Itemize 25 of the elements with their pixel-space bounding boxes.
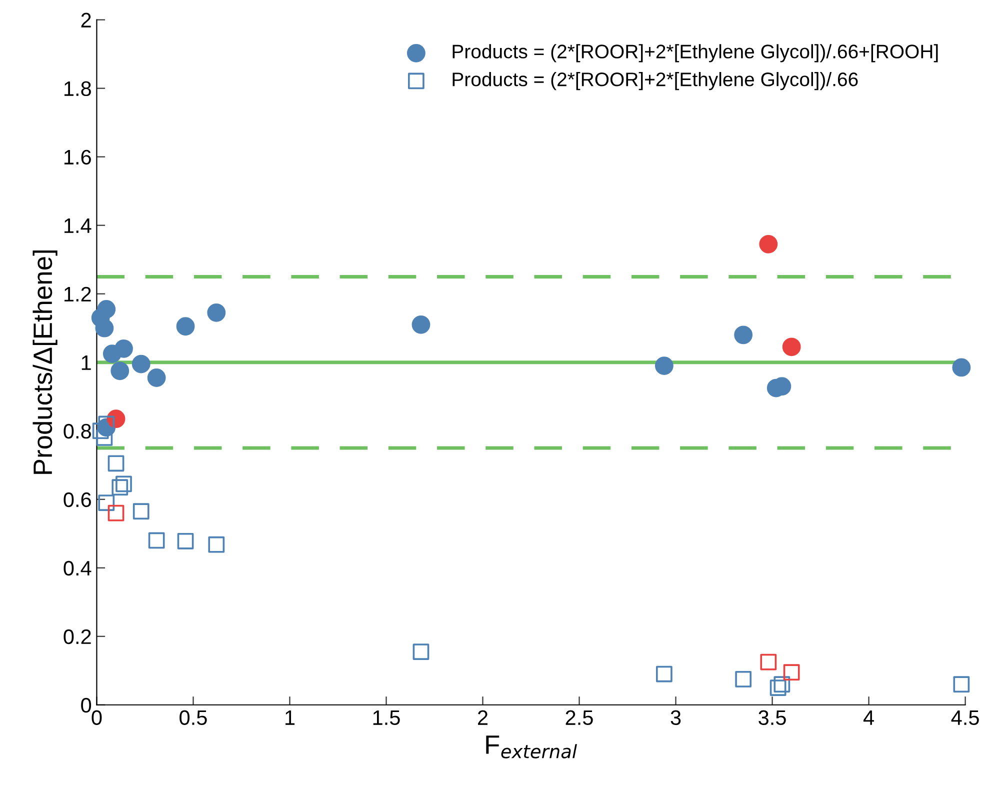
y-tick-label: 0.6 <box>64 492 91 508</box>
y-tick-label: 0 <box>81 698 92 713</box>
y-tick-label: 1.6 <box>64 150 91 165</box>
y-tick-label: 0.8 <box>64 424 91 439</box>
y-tick-label: 1.2 <box>64 286 91 302</box>
y-tick-label: 0.4 <box>64 560 92 576</box>
x-tick-label: 0.5 <box>180 710 207 726</box>
y-tick-label: 0.2 <box>64 629 91 644</box>
x-tick-label: 2 <box>478 710 488 725</box>
y-tick-label: 1.4 <box>64 218 92 233</box>
y-tick-label: 1.8 <box>64 81 91 96</box>
legend-label: Products = (2*[ROOR]+2*[Ethylene Glycol])/.66 <box>452 72 858 90</box>
x-tick-label: 1.5 <box>373 710 400 726</box>
y-tick-label: 1 <box>82 356 91 370</box>
x-axis-title: F$_{external}$ <box>486 736 577 758</box>
x-tick-label: 2.5 <box>566 710 593 726</box>
legend-label: Products = (2*[ROOR]+2*[Ethylene Glycol])/.66+[ROOH] <box>452 44 938 62</box>
x-tick-label: 3 <box>670 710 681 726</box>
x-tick-label: 3.5 <box>758 710 786 726</box>
y-axis-title: Products/Δ[Ethene] <box>32 250 58 474</box>
x-tick-label: 1 <box>286 710 295 725</box>
x-tick-label: 4 <box>863 710 874 725</box>
y-tick-label: 2 <box>81 12 91 28</box>
x-tick-label: 0 <box>92 710 102 726</box>
x-tick-label: 4.5 <box>951 710 979 726</box>
